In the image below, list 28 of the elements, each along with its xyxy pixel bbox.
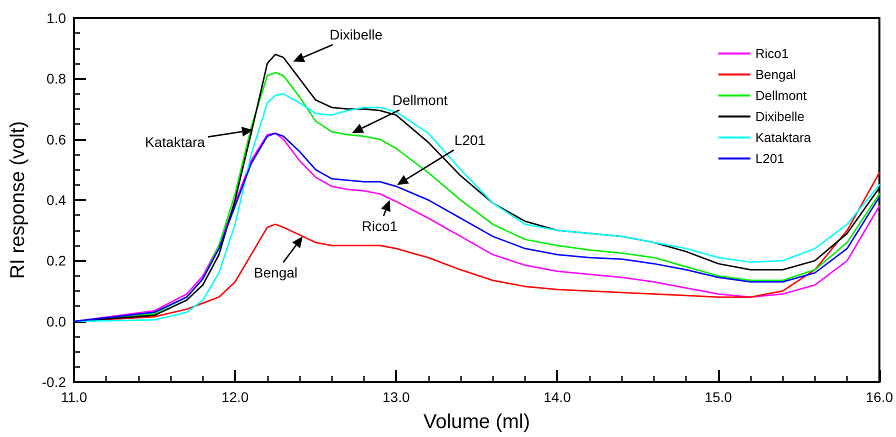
annotation: Dellmont xyxy=(392,92,448,108)
x-tick-label: 15.0 xyxy=(704,389,732,405)
x-axis-title: Volume (ml) xyxy=(423,411,530,433)
annotation: Kataktara xyxy=(145,134,206,150)
x-tick-label: 14.0 xyxy=(544,389,572,405)
annotation: Dixibelle xyxy=(330,26,383,43)
x-tick-label: 12.0 xyxy=(221,389,249,405)
legend-label: Dellmont xyxy=(755,88,808,103)
y-tick-label: 0.6 xyxy=(46,131,66,148)
legend-label: Dixibelle xyxy=(755,109,804,124)
annotation: L201 xyxy=(454,132,486,148)
y-tick-label: 0.8 xyxy=(46,70,66,87)
y-tick-label: 0.0 xyxy=(46,313,66,330)
y-tick-label: 1.0 xyxy=(46,10,66,26)
y-tick-label: 0.2 xyxy=(46,252,66,269)
line-series xyxy=(73,132,880,322)
x-tick-label: 13.0 xyxy=(382,389,410,405)
y-axis-title: RI response (volt) xyxy=(7,121,29,279)
x-tick-label: 16.0 xyxy=(866,389,894,405)
legend-label: L201 xyxy=(755,151,784,166)
legend-label: Kataktara xyxy=(755,130,812,145)
legend-label: Bengal xyxy=(755,67,796,82)
y-tick-label: -0.2 xyxy=(42,374,66,390)
annotation: Rico1 xyxy=(362,218,398,234)
y-tick-label: 0.4 xyxy=(46,192,66,208)
annotation: Bengal xyxy=(254,264,298,280)
legend-label: Rico1 xyxy=(755,46,789,61)
x-tick-label: 11.0 xyxy=(60,389,88,405)
